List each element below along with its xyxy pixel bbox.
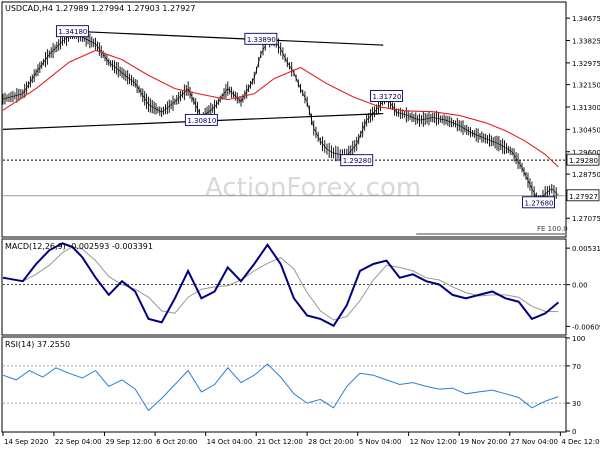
annotation-box [184, 113, 218, 126]
x-axis-tick-label: 27 Nov 04:00 [511, 438, 558, 446]
macd-signal-line [2, 246, 559, 321]
price-y-tick-label: 1.32975 [572, 60, 600, 68]
rsi-y-tick-label: 70 [572, 363, 581, 371]
x-axis-tick-label: 14 Oct 04:00 [207, 438, 253, 446]
price-panel-title: USDCAD,H4 1.27989 1.27994 1.27903 1.2792… [5, 4, 195, 13]
price-y-tick-label: 1.33825 [572, 38, 600, 46]
current-price-label: 1.27927 [569, 193, 598, 201]
x-axis-tick-label: 22 Sep 04:00 [55, 438, 102, 446]
price-y-tick-label: 1.29600 [572, 149, 600, 157]
annotation-label: 1.34180 [58, 28, 87, 36]
x-axis-tick-label: 14 Sep 2020 [4, 438, 48, 446]
current-price-box [566, 189, 600, 202]
watermark-text: ActionForex.com [205, 173, 421, 203]
annotation-box [244, 32, 278, 45]
annotation-box [370, 89, 403, 102]
x-axis-tick-label: 29 Sep 12:00 [105, 438, 152, 446]
trendline [72, 30, 384, 46]
rsi-panel-title: RSI(14) 37.2550 [5, 340, 70, 349]
annotation-box [55, 25, 89, 38]
price-y-tick-label: 1.28750 [572, 171, 600, 179]
fe-label: FE 100.0 [537, 225, 568, 233]
x-axis-tick-label: 6 Oct 20:00 [156, 438, 197, 446]
x-axis-tick-label: 21 Oct 12:00 [257, 438, 303, 446]
annotation-label: 1.29280 [343, 157, 372, 165]
x-axis-tick-label: 28 Oct 20:00 [308, 438, 354, 446]
rsi-y-tick-label: 30 [572, 400, 581, 408]
rsi-y-tick-label: 100 [572, 335, 585, 343]
rsi-y-tick-label: 0 [572, 428, 576, 436]
macd-y-tick-label: 0.005312 [572, 245, 600, 253]
macd-y-tick-label: -0.006092 [572, 323, 600, 331]
annotation-label: 1.27680 [525, 199, 554, 207]
rsi-line [2, 363, 559, 412]
price-y-tick-label: 1.27075 [572, 215, 600, 223]
annotation-label: 1.31720 [372, 93, 401, 101]
annotation-label: 1.33890 [247, 36, 276, 44]
price-y-tick-label: 1.30450 [572, 126, 600, 134]
price-y-tick-label: 1.31300 [572, 104, 600, 112]
price-y-tick-label: 1.34675 [572, 15, 600, 23]
x-axis-tick-label: 5 Nov 04:00 [359, 438, 402, 446]
reference-price-box [566, 153, 600, 166]
reference-price-label: 1.29280 [569, 157, 598, 165]
rsi-panel-frame [1, 336, 567, 433]
price-y-tick-label: 1.32150 [572, 82, 600, 90]
macd-panel-frame [1, 238, 567, 336]
moving-average-line [2, 49, 559, 168]
x-axis-tick-label: 4 Dec 12:00 [561, 438, 600, 446]
annotation-box [340, 154, 374, 167]
annotation-box [522, 196, 556, 209]
x-axis-tick-label: 19 Nov 20:00 [460, 438, 507, 446]
macd-panel-title: MACD(12,26,9) -0.002593 -0.003391 [5, 242, 153, 251]
macd-line [2, 242, 560, 328]
x-axis-tick-label: 12 Nov 12:00 [410, 438, 457, 446]
annotation-label: 1.30810 [187, 117, 216, 125]
macd-y-tick-label: 0.00 [572, 282, 588, 290]
